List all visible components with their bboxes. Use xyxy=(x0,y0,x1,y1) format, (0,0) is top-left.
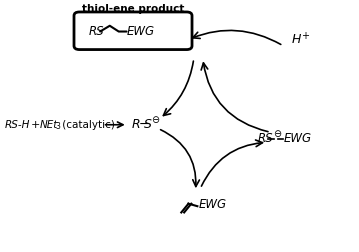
Text: ⊖: ⊖ xyxy=(274,129,282,139)
Text: R: R xyxy=(131,118,140,131)
Text: EWG: EWG xyxy=(127,25,155,38)
Text: RS: RS xyxy=(88,25,104,38)
Text: RS: RS xyxy=(258,132,274,145)
Text: −: − xyxy=(138,118,149,131)
Text: ⊖: ⊖ xyxy=(151,115,159,125)
Text: S: S xyxy=(144,118,151,131)
Text: NEt: NEt xyxy=(39,120,58,130)
Text: +: + xyxy=(301,31,309,41)
Text: thiol-ene product: thiol-ene product xyxy=(82,5,184,14)
Text: (catalytic): (catalytic) xyxy=(59,120,115,130)
Text: +: + xyxy=(31,120,41,130)
Text: H: H xyxy=(292,33,302,46)
Text: EWG: EWG xyxy=(199,198,227,211)
Text: EWG: EWG xyxy=(284,132,312,145)
FancyBboxPatch shape xyxy=(74,12,192,50)
Text: 3: 3 xyxy=(55,122,60,131)
Text: RS-H: RS-H xyxy=(4,120,30,130)
